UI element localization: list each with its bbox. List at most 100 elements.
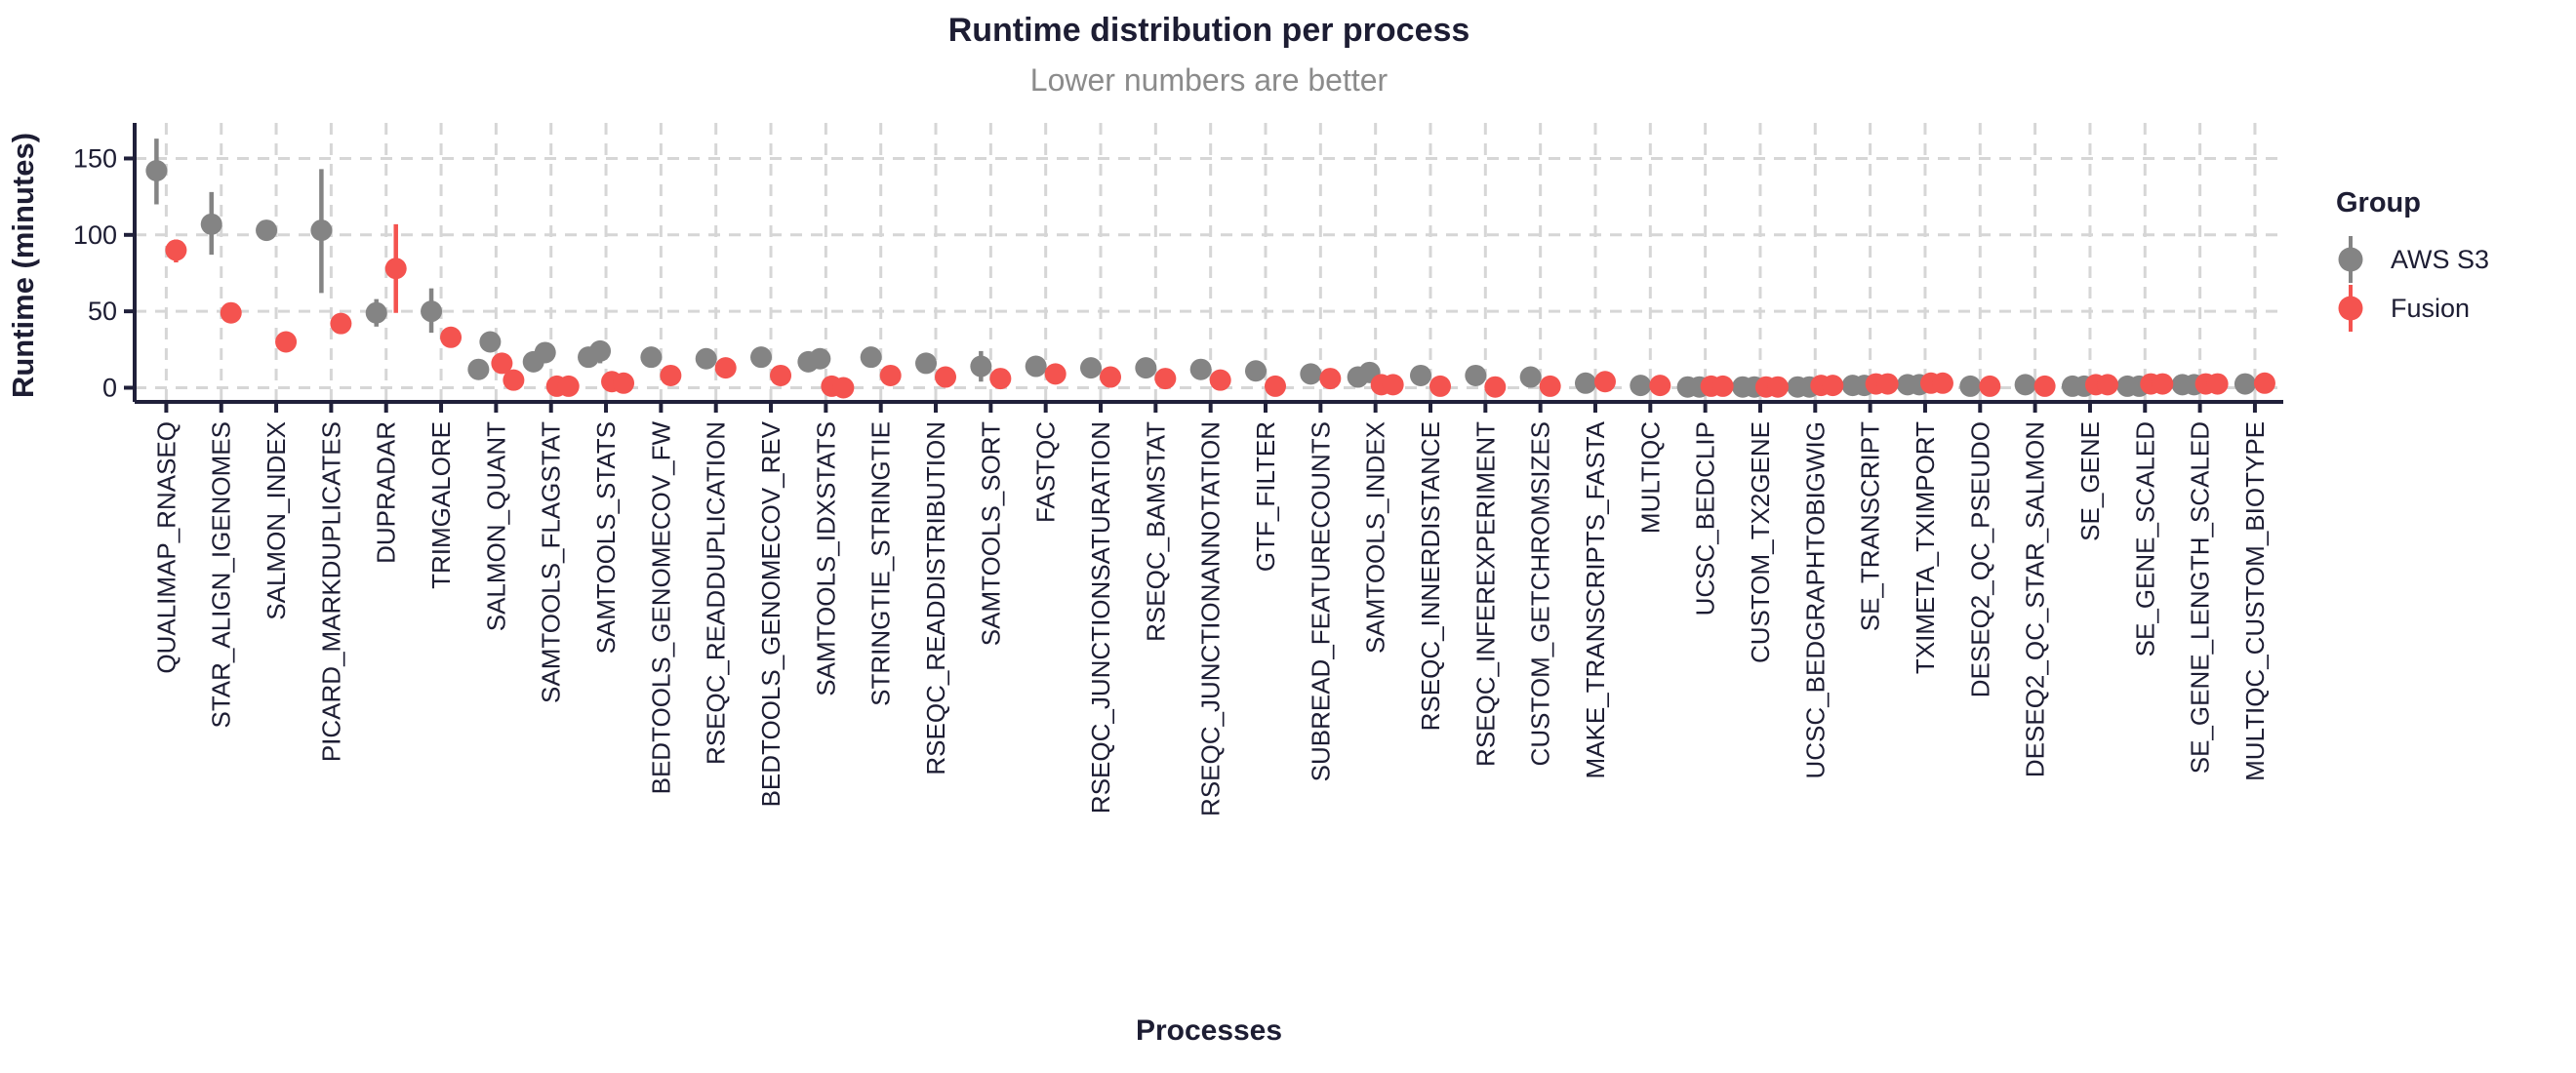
point-fusion — [1154, 368, 1177, 390]
legend-item-fusion: Fusion — [2336, 284, 2489, 333]
y-tick-label: 100 — [73, 220, 117, 250]
point-aws-s3 — [1189, 358, 1212, 380]
x-tick-label: QUALIMAP_RNASEQ — [151, 421, 181, 674]
x-tick-label: MAKE_TRANSCRIPTS_FASTA — [1581, 420, 1610, 778]
chart-title: Runtime distribution per process — [947, 12, 1470, 49]
y-tick-label: 50 — [88, 297, 117, 326]
legend-label: Fusion — [2391, 293, 2471, 323]
point-aws-s3 — [1574, 372, 1596, 394]
point-aws-s3 — [1300, 363, 1322, 385]
x-tick-label: DESEQ2_QC_STAR_SALMON — [2021, 421, 2050, 777]
x-tick-label: PICARD_MARKDUPLICATES — [316, 421, 345, 762]
x-tick-label: UCSC_BEDGRAPHTOBIGWIG — [1800, 421, 1830, 778]
point-fusion — [1593, 371, 1616, 393]
x-tick-label: SAMTOOLS_SORT — [976, 421, 1005, 646]
point-fusion — [1876, 373, 1899, 395]
point-aws-s3 — [1025, 355, 1047, 378]
x-tick-label: BEDTOOLS_GENOMECOV_REV — [756, 420, 785, 807]
point-aws-s3 — [1519, 366, 1542, 388]
point-aws-s3 — [578, 346, 600, 369]
point-fusion — [1979, 375, 2001, 397]
point-aws-s3 — [2061, 375, 2083, 397]
point-fusion — [1822, 375, 1844, 397]
point-fusion — [1539, 375, 1561, 397]
point-fusion — [2206, 373, 2229, 395]
x-tick-label: SE_TRANSCRIPT — [1856, 421, 1885, 631]
x-tick-label: SE_GENE_LENGTH_SCALED — [2186, 421, 2215, 774]
legend-title: Group — [2336, 187, 2421, 219]
point-aws-s3 — [2234, 373, 2256, 395]
point-aws-s3 — [2171, 374, 2194, 396]
point-aws-s3 — [421, 300, 443, 323]
x-tick-label: SAMTOOLS_FLAGSTAT — [537, 421, 566, 703]
x-tick-label: RSEQC_JUNCTIONANNOTATION — [1196, 421, 1226, 816]
point-fusion — [165, 239, 187, 261]
point-fusion — [770, 364, 792, 386]
point-aws-s3 — [479, 331, 502, 353]
point-aws-s3 — [365, 301, 387, 324]
point-fusion — [1711, 375, 1734, 397]
x-tick-label: RSEQC_READDUPLICATION — [702, 421, 731, 765]
point-fusion — [557, 375, 580, 397]
x-tick-label: RSEQC_READDISTRIBUTION — [921, 421, 950, 775]
x-tick-label: MULTIQC_CUSTOM_BIOTYPE — [2240, 421, 2270, 781]
point-aws-s3 — [915, 352, 938, 375]
x-tick-label: SE_GENE_SCALED — [2130, 421, 2159, 656]
point-fusion — [1382, 374, 1404, 396]
point-fusion — [989, 368, 1012, 390]
pointrange-key-icon — [2338, 236, 2363, 283]
x-tick-label: STAR_ALIGN_IGENOMES — [207, 421, 236, 729]
point-fusion — [1100, 366, 1122, 388]
point-fusion — [1484, 376, 1507, 398]
x-tick-label: SE_GENE — [2075, 421, 2105, 541]
x-tick-label: DESEQ2_QC_PSEUDO — [1965, 421, 1994, 697]
legend-label: AWS S3 — [2391, 244, 2490, 274]
point-fusion — [384, 258, 407, 280]
point-aws-s3 — [970, 355, 992, 378]
point-fusion — [220, 301, 242, 324]
x-tick-label: DUPRADAR — [372, 421, 401, 564]
x-tick-label: CUSTOM_GETCHROMSIZES — [1526, 421, 1555, 766]
pointrange-key-icon — [2338, 285, 2363, 332]
point-fusion — [2096, 374, 2118, 396]
point-aws-s3 — [310, 219, 333, 242]
chart-legend: Group AWS S3 Fusion — [2336, 187, 2489, 333]
x-tick-label: SAMTOOLS_INDEX — [1361, 421, 1390, 654]
point-aws-s3 — [640, 346, 663, 369]
x-tick-label: MULTIQC — [1635, 421, 1665, 534]
point-aws-s3 — [1959, 375, 1982, 397]
y-tick-label: 0 — [102, 374, 117, 403]
point-fusion — [275, 331, 298, 353]
x-tick-label: RSEQC_BAMSTAT — [1141, 421, 1170, 642]
point-aws-s3 — [1787, 376, 1809, 398]
point-fusion — [1319, 368, 1342, 390]
point-aws-s3 — [1347, 366, 1369, 388]
x-tick-label: UCSC_BEDCLIP — [1691, 421, 1720, 616]
point-fusion — [2152, 373, 2174, 395]
point-fusion — [330, 312, 352, 335]
point-fusion — [491, 352, 513, 375]
x-tick-label: TRIMGALORE — [426, 421, 456, 589]
point-aws-s3 — [1080, 357, 1103, 379]
x-tick-label: RSEQC_INNERDISTANCE — [1416, 421, 1445, 731]
point-aws-s3 — [467, 358, 490, 380]
x-tick-label: SAMTOOLS_IDXSTATS — [811, 421, 840, 696]
x-tick-label: STRINGTIE_STRINGTIE — [866, 421, 896, 706]
point-fusion — [832, 377, 855, 399]
point-aws-s3 — [1896, 374, 1918, 396]
x-axis-title: Processes — [1135, 1014, 1283, 1047]
point-fusion — [2033, 375, 2056, 397]
point-fusion — [503, 369, 525, 391]
x-tick-label: SALMON_QUANT — [481, 421, 510, 631]
point-fusion — [1766, 376, 1789, 398]
point-aws-s3 — [256, 219, 278, 242]
point-aws-s3 — [1731, 376, 1753, 398]
point-fusion — [1931, 372, 1953, 394]
point-fusion — [879, 364, 902, 386]
point-aws-s3 — [145, 159, 168, 181]
point-fusion — [1649, 375, 1671, 397]
chart-subtitle: Lower numbers are better — [1029, 62, 1389, 98]
y-tick-label: 150 — [73, 143, 117, 173]
